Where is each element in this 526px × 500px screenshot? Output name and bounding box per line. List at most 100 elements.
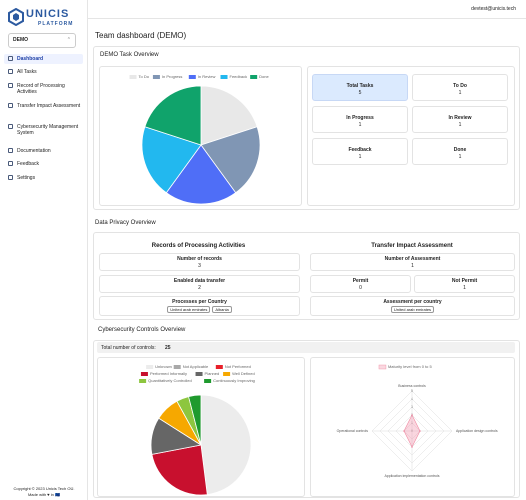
radar-point (419, 430, 421, 432)
legend-swatch (204, 379, 212, 383)
nav-label: Documentation (17, 148, 51, 154)
legend-label: Continuously Improving (213, 378, 255, 383)
stat-label: In Review (448, 115, 472, 121)
panel-title: Transfer Impact Assessment (371, 243, 453, 249)
nav-label: Transfer Impact Assessment (17, 103, 81, 109)
privacy-card (93, 232, 520, 320)
stat-value: 1 (458, 90, 462, 96)
legend-swatch (215, 365, 223, 369)
radar-point (403, 430, 405, 432)
nav-label: All Tasks (17, 69, 37, 75)
radar-point (411, 446, 413, 448)
nav-item[interactable]: Dashboard (4, 54, 83, 64)
country-tags: United arab emirates Albania (100, 306, 299, 313)
chart-panel (310, 357, 515, 497)
stat-box: Feedback 1 (312, 138, 408, 165)
legend-swatch (378, 364, 387, 370)
country-tag: Albania (212, 306, 232, 313)
nav-item[interactable]: Cybersecurity Management System (4, 122, 83, 138)
legend-swatch (146, 365, 154, 369)
stat-label: Total Tasks (346, 83, 374, 89)
nav-icon (8, 56, 13, 61)
info-box: Not Permit 1 (414, 275, 515, 293)
stat-value: 1 (458, 122, 462, 128)
stats-panel (307, 66, 515, 206)
legend-swatch (195, 372, 203, 376)
info-value: 1 (411, 263, 414, 269)
team-name: DEMO (13, 37, 28, 43)
info-label: Permit (352, 278, 369, 284)
nav-item[interactable]: Settings (4, 173, 83, 183)
legend-label: Not Performed (225, 364, 251, 369)
sidebar: UNICIS PLATFORM DEMO ⌃ Dashboard All Task… (0, 0, 88, 500)
nav-icon (8, 148, 13, 153)
nav-item[interactable]: All Tasks (4, 67, 83, 77)
nav-item[interactable]: Documentation (4, 146, 83, 156)
stat-value: 5 (358, 90, 362, 96)
logo-subtext: PLATFORM (38, 21, 74, 27)
info-box: Enabled data transfer 2 (99, 275, 300, 293)
info-label: Not Permit (451, 278, 478, 284)
axis-label: Application implementation controls (384, 474, 439, 478)
r-tick-label: 5 (411, 389, 413, 393)
copyright: Copyright © 2023 Unicis Tech OÜ. (13, 486, 75, 491)
radar-point (411, 414, 413, 416)
country-tag: United arab emirates (390, 306, 435, 313)
legend-label: In Progress (162, 74, 182, 79)
legend-swatch (129, 75, 137, 79)
axis-label: Application design controls (456, 429, 498, 433)
maturity-radar-chart: Maturity level from 0 to 5012345Business… (337, 364, 498, 478)
nav-label: Feedback (17, 161, 39, 167)
user-email[interactable]: devtest@unicis.tech (471, 6, 516, 12)
legend-swatch (140, 372, 148, 376)
nav-item[interactable]: Feedback (4, 159, 83, 169)
stat-box: In Review 1 (412, 106, 508, 133)
section-title: Cybersecurity Controls Overview (98, 327, 186, 333)
nav-icon (8, 103, 13, 108)
info-label: Assessment per country (383, 299, 442, 305)
legend-swatch (188, 75, 196, 79)
info-value: 2 (198, 285, 201, 291)
task-pie-chart: To Do In Progress In Review Feedback Done (129, 74, 269, 205)
stat-label: In Progress (346, 115, 374, 121)
legend-label: Feedback (230, 74, 248, 79)
legend-label: Performed Informally (150, 371, 187, 376)
made-with: Made with ♥ in 🇪🇺 (27, 492, 61, 497)
info-box: Assessment per country United arab emira… (310, 296, 515, 316)
stat-label: To Do (453, 83, 467, 89)
nav-item[interactable]: Transfer Impact Assessment (4, 101, 83, 117)
stat-box: Total Tasks 5 (312, 74, 408, 101)
legend-swatch (223, 372, 231, 376)
nav-item[interactable]: Record of Processing Activities (4, 81, 83, 97)
pie-slice (144, 85, 202, 146)
legend-label: Not Applicable (183, 364, 209, 369)
pie-slice (200, 85, 258, 146)
page-title: Team dashboard (DEMO) (95, 31, 187, 40)
chart-panel (99, 66, 302, 206)
pie-slice (200, 394, 252, 496)
stat-label: Feedback (348, 147, 372, 153)
team-select[interactable]: DEMO ⌃ (8, 33, 76, 48)
country-tags: United arab emirates (311, 306, 514, 313)
legend-label: Quantitatively Controlled (148, 378, 192, 383)
legend-swatch (220, 75, 228, 79)
topbar: devtest@unicis.tech (88, 0, 526, 19)
panel-title: Records of Processing Activities (151, 243, 246, 249)
pie-slice (200, 126, 261, 194)
legend-label: Done (259, 74, 269, 79)
legend-swatch (173, 365, 181, 369)
legend-label: Maturity level from 0 to 5 (388, 364, 433, 369)
legend-swatch (152, 75, 160, 79)
controls-pie-chart: Unknown Not Applicable Not Performed Perfor… (139, 364, 255, 496)
info-value: 3 (198, 263, 201, 269)
info-label: Enabled data transfer (173, 278, 226, 284)
stat-box: Done 1 (412, 138, 508, 165)
stat-value: 1 (358, 154, 362, 160)
info-box: Number of Assessment 1 (310, 253, 515, 271)
pie-slice (151, 444, 208, 496)
legend-label: To Do (139, 74, 150, 79)
total-bar: Total number of controls: 25 (97, 342, 515, 353)
stat-value: 1 (358, 122, 362, 128)
section-title: DEMO Task Overview (100, 52, 159, 58)
